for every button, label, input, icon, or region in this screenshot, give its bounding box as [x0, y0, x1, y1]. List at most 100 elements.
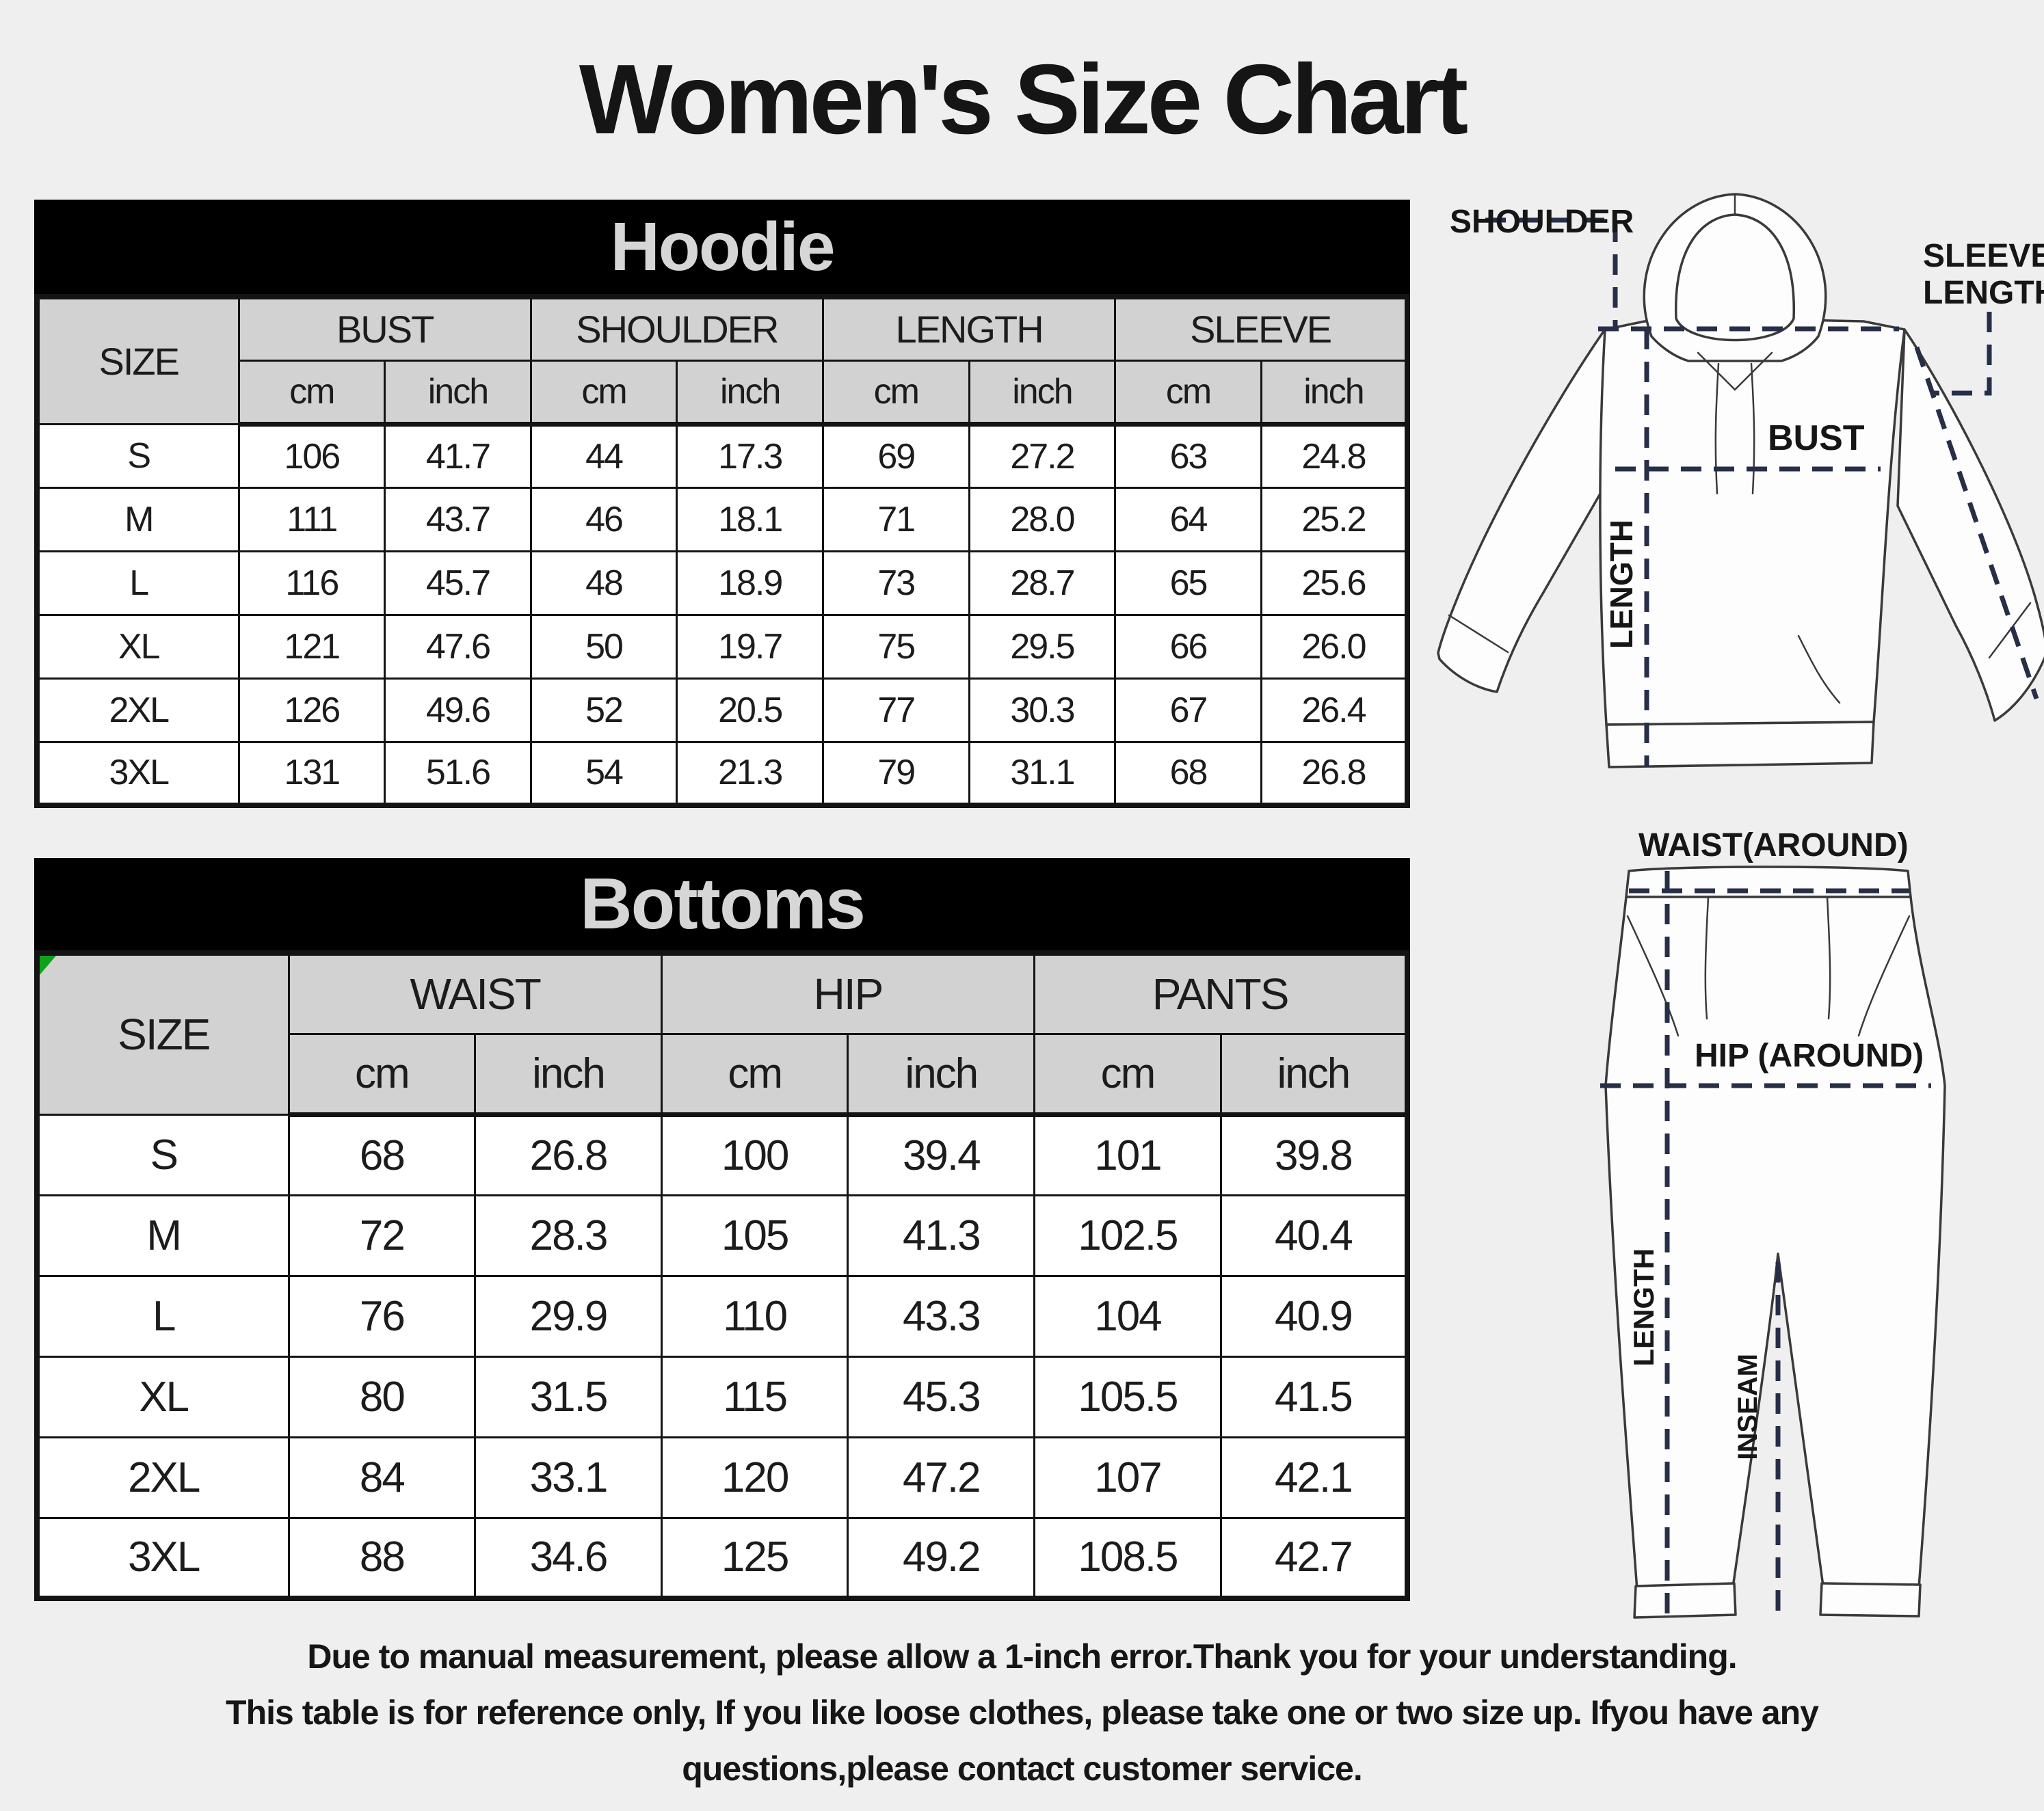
value-cell: 25.6	[1260, 550, 1409, 616]
table-row: S 106 41.7 44 17.3 69 27.2 63 24.8	[36, 422, 1409, 489]
unit-header: inch	[474, 1032, 663, 1117]
size-cell: 2XL	[36, 677, 240, 743]
value-cell: 110	[660, 1274, 849, 1358]
hoodie-shoulder-label: SHOULDER	[1450, 204, 1634, 240]
hoodie-collar-v	[1697, 351, 1773, 391]
hoodie-pocket-line	[1797, 634, 1841, 704]
value-cell: 48	[529, 550, 678, 616]
value-cell: 26.8	[1260, 740, 1409, 807]
hoodie-hem-band	[1605, 721, 1875, 768]
table-row: L 76 29.9 110 43.3 104 40.9	[36, 1274, 1409, 1358]
value-cell: 116	[237, 550, 386, 616]
value-cell: 30.3	[968, 677, 1117, 743]
hoodie-sleeve-length-label: SLEEVE LENGTH	[1923, 238, 2044, 312]
bottoms-size-panel: Bottoms SIZE WAIST HIP PANTS cm inch	[34, 858, 1410, 1601]
pants-pocket-right	[1857, 915, 1911, 1037]
value-cell: 105.5	[1033, 1355, 1222, 1438]
value-cell: 111	[237, 486, 386, 552]
hoodie-hood-opening	[1675, 213, 1795, 342]
footer-line-2: This table is for reference only, If you…	[226, 1693, 1819, 1732]
value-cell: 46	[529, 486, 678, 552]
value-cell: 88	[287, 1516, 477, 1600]
sleeve-length-line2: LENGTH	[1923, 274, 2044, 311]
hoodie-table-title-bar: Hoodie	[34, 200, 1410, 294]
value-cell: 44	[529, 422, 678, 489]
pants-inseam-label: INSEAM	[1733, 1354, 1763, 1460]
unit-header: inch	[968, 359, 1117, 427]
value-cell: 72	[287, 1194, 477, 1277]
value-cell: 66	[1114, 613, 1262, 680]
value-cell: 68	[287, 1113, 477, 1196]
value-cell: 63	[1114, 422, 1262, 489]
hoodie-body	[1599, 317, 1906, 726]
value-cell: 39.4	[847, 1113, 1036, 1196]
value-cell: 43.3	[847, 1274, 1036, 1358]
hoodie-size-table: SIZE BUST SHOULDER LENGTH SLEEVE cm inch…	[34, 294, 1410, 808]
value-cell: 28.3	[474, 1194, 663, 1277]
value-cell: 108.5	[1033, 1516, 1222, 1600]
value-cell: 27.2	[968, 422, 1117, 489]
table-row: XL 121 47.6 50 19.7 75 29.5 66 26.0	[36, 613, 1409, 680]
hoodie-drawstring-right	[1750, 362, 1755, 495]
value-cell: 28.0	[968, 486, 1117, 552]
hoodie-group-bust: BUST	[237, 295, 532, 362]
value-cell: 41.3	[847, 1194, 1036, 1277]
value-cell: 101	[1033, 1113, 1222, 1196]
size-cell: XL	[36, 1355, 290, 1438]
pants-pleat-right	[1826, 896, 1831, 1020]
table-row: 3XL 131 51.6 54 21.3 79 31.1 68 26.8	[36, 740, 1409, 807]
value-cell: 75	[822, 613, 970, 680]
size-cell: L	[36, 550, 240, 616]
value-cell: 80	[287, 1355, 477, 1438]
value-cell: 21.3	[676, 740, 824, 807]
unit-header: cm	[822, 359, 970, 427]
value-cell: 31.1	[968, 740, 1117, 807]
footer-note: Due to manual measurement, please allow …	[0, 1628, 2044, 1797]
value-cell: 45.3	[847, 1355, 1036, 1438]
sleeve-leader-dash	[1932, 312, 1992, 396]
value-cell: 45.7	[384, 550, 532, 616]
hoodie-left-sleeve	[1437, 328, 1606, 693]
value-cell: 115	[660, 1355, 849, 1438]
size-cell: M	[36, 1194, 290, 1277]
value-cell: 19.7	[676, 613, 824, 680]
value-cell: 26.8	[474, 1113, 663, 1196]
value-cell: 107	[1033, 1436, 1222, 1519]
shoulder-leader-dash	[1485, 217, 1618, 329]
value-cell: 40.9	[1219, 1274, 1409, 1358]
hoodie-length-label: LENGTH	[1604, 520, 1639, 649]
unit-header: cm	[1033, 1032, 1222, 1117]
value-cell: 120	[660, 1436, 849, 1519]
spreadsheet-artifact-triangle	[40, 956, 56, 975]
value-cell: 28.7	[968, 550, 1117, 616]
unit-header: cm	[237, 359, 386, 427]
size-cell: S	[36, 422, 240, 489]
pants-illustration	[1600, 866, 1946, 1619]
unit-header: inch	[384, 359, 532, 427]
value-cell: 77	[822, 677, 970, 743]
sleeve-dash-line	[1914, 346, 2039, 700]
value-cell: 29.5	[968, 613, 1117, 680]
hoodie-table-title: Hoodie	[610, 208, 836, 285]
value-cell: 100	[660, 1113, 849, 1196]
footer-line-3: questions,please contact customer servic…	[682, 1749, 1363, 1788]
value-cell: 40.4	[1219, 1194, 1409, 1277]
value-cell: 69	[822, 422, 970, 489]
value-cell: 102.5	[1033, 1194, 1222, 1277]
value-cell: 51.6	[384, 740, 532, 807]
value-cell: 125	[660, 1516, 849, 1600]
value-cell: 126	[237, 677, 386, 743]
bottoms-table-title: Bottoms	[580, 863, 866, 944]
pants-right-cuff	[1819, 1582, 1922, 1618]
bottoms-table-title-bar: Bottoms	[34, 858, 1410, 950]
table-row: 2XL 84 33.1 120 47.2 107 42.1	[36, 1436, 1409, 1519]
pants-left-cuff	[1633, 1582, 1737, 1619]
pants-length-label: LENGTH	[1628, 1248, 1660, 1367]
value-cell: 47.2	[847, 1436, 1036, 1519]
value-cell: 71	[822, 486, 970, 552]
hoodie-right-sleeve	[1896, 328, 2044, 722]
hoodie-group-shoulder: SHOULDER	[529, 295, 825, 362]
value-cell: 121	[237, 613, 386, 680]
value-cell: 50	[529, 613, 678, 680]
